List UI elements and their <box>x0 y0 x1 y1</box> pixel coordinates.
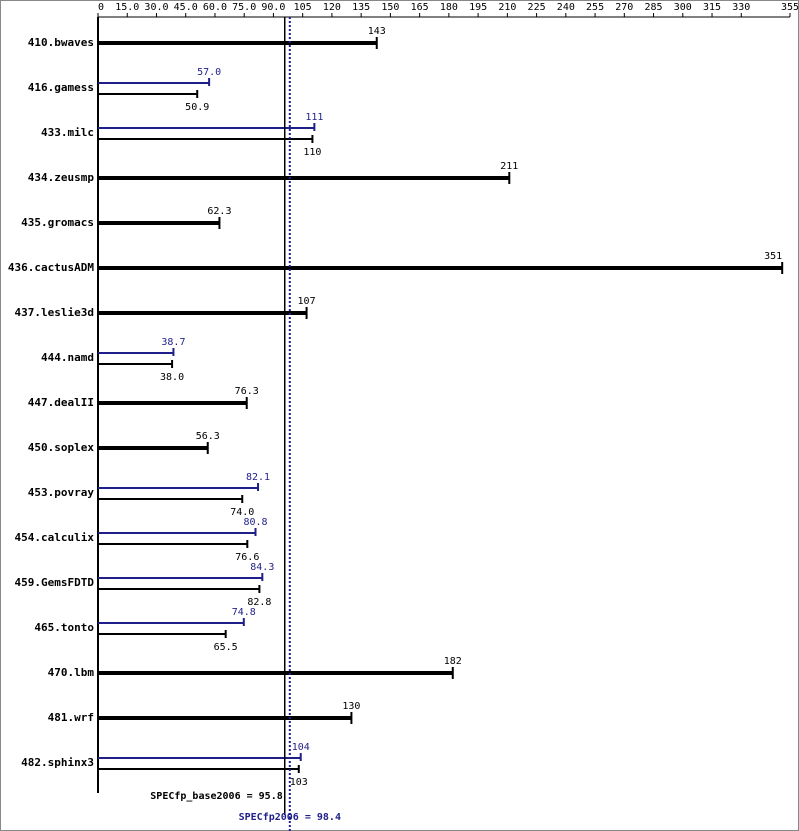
bar <box>98 757 301 759</box>
bar <box>98 82 210 84</box>
bar <box>98 93 198 95</box>
x-tick-label: 15.0 <box>115 2 139 13</box>
value-label: 80.8 <box>243 517 267 528</box>
x-tick-label: 150 <box>381 2 399 13</box>
value-label: 351 <box>764 251 782 262</box>
category-label: 453.povray <box>28 486 95 499</box>
value-label: 57.0 <box>197 67 221 78</box>
x-tick-label: 60.0 <box>203 2 227 13</box>
x-tick-label: 285 <box>645 2 663 13</box>
value-label: 143 <box>368 26 386 37</box>
value-label: 76.6 <box>235 552 259 563</box>
category-label: 450.soplex <box>28 441 95 454</box>
value-label: 62.3 <box>207 206 231 217</box>
x-tick-label: 255 <box>586 2 604 13</box>
value-label: 182 <box>444 656 462 667</box>
category-label: 482.sphinx3 <box>21 756 94 769</box>
value-label: 104 <box>292 742 310 753</box>
category-label: 437.leslie3d <box>15 306 94 319</box>
x-tick-label: 90.0 <box>261 2 285 13</box>
x-tick-label: 355 <box>781 2 799 13</box>
value-label: 103 <box>290 777 308 788</box>
x-tick-label: 105 <box>294 2 312 13</box>
value-label: 82.1 <box>246 472 270 483</box>
x-tick-label: 45.0 <box>174 2 198 13</box>
value-label: 130 <box>342 701 360 712</box>
bar <box>98 176 510 180</box>
category-label: 436.cactusADM <box>8 261 94 274</box>
value-label: 82.8 <box>247 597 271 608</box>
reference-label: SPECfp2006 = 98.4 <box>239 812 341 823</box>
x-tick-label: 0 <box>98 2 104 13</box>
x-tick-label: 240 <box>557 2 575 13</box>
bar <box>98 716 352 720</box>
bar <box>98 127 315 129</box>
value-label: 110 <box>303 147 321 158</box>
value-label: 38.7 <box>161 337 185 348</box>
bar <box>98 363 173 365</box>
value-label: 38.0 <box>160 372 184 383</box>
x-tick-label: 120 <box>323 2 341 13</box>
category-label: 435.gromacs <box>21 216 94 229</box>
category-label: 470.lbm <box>48 666 95 679</box>
category-label: 481.wrf <box>48 711 94 724</box>
x-tick-label: 330 <box>732 2 750 13</box>
bar <box>98 671 453 675</box>
value-label: 76.3 <box>235 386 259 397</box>
x-tick-label: 135 <box>352 2 370 13</box>
x-tick-label: 300 <box>674 2 692 13</box>
value-label: 56.3 <box>196 431 220 442</box>
bar <box>98 446 208 450</box>
x-tick-label: 270 <box>615 2 633 13</box>
category-label: 465.tonto <box>34 621 94 634</box>
x-tick-label: 180 <box>440 2 458 13</box>
bar <box>98 577 263 579</box>
bar <box>98 138 313 140</box>
category-label: 434.zeusmp <box>28 171 95 184</box>
reference-label: SPECfp_base2006 = 95.8 <box>150 791 282 802</box>
bar <box>98 41 377 45</box>
category-label: 459.GemsFDTD <box>15 576 95 589</box>
bar <box>98 543 248 545</box>
value-label: 84.3 <box>250 562 274 573</box>
bar <box>98 487 259 489</box>
value-label: 65.5 <box>214 642 238 653</box>
bar <box>98 352 174 354</box>
bar <box>98 622 244 624</box>
value-label: 74.8 <box>232 607 256 618</box>
category-label: 444.namd <box>41 351 94 364</box>
x-tick-label: 210 <box>498 2 516 13</box>
bar <box>98 633 226 635</box>
bar <box>98 532 256 534</box>
bar <box>98 221 220 225</box>
value-label: 74.0 <box>230 507 254 518</box>
bar <box>98 498 243 500</box>
bar <box>98 401 247 405</box>
x-tick-label: 75.0 <box>232 2 256 13</box>
bar <box>98 768 299 770</box>
value-label: 111 <box>305 112 323 123</box>
x-tick-label: 30.0 <box>144 2 168 13</box>
category-label: 433.milc <box>41 126 94 139</box>
bar <box>98 588 260 590</box>
value-label: 107 <box>298 296 316 307</box>
category-label: 410.bwaves <box>28 36 94 49</box>
category-label: 416.gamess <box>28 81 94 94</box>
category-label: 447.dealII <box>28 396 94 409</box>
value-label: 50.9 <box>185 102 209 113</box>
x-tick-label: 165 <box>411 2 429 13</box>
bar <box>98 266 783 270</box>
x-tick-label: 315 <box>703 2 721 13</box>
value-label: 211 <box>500 161 518 172</box>
x-tick-label: 225 <box>528 2 546 13</box>
category-label: 454.calculix <box>15 531 95 544</box>
bar <box>98 311 307 315</box>
x-tick-label: 195 <box>469 2 487 13</box>
